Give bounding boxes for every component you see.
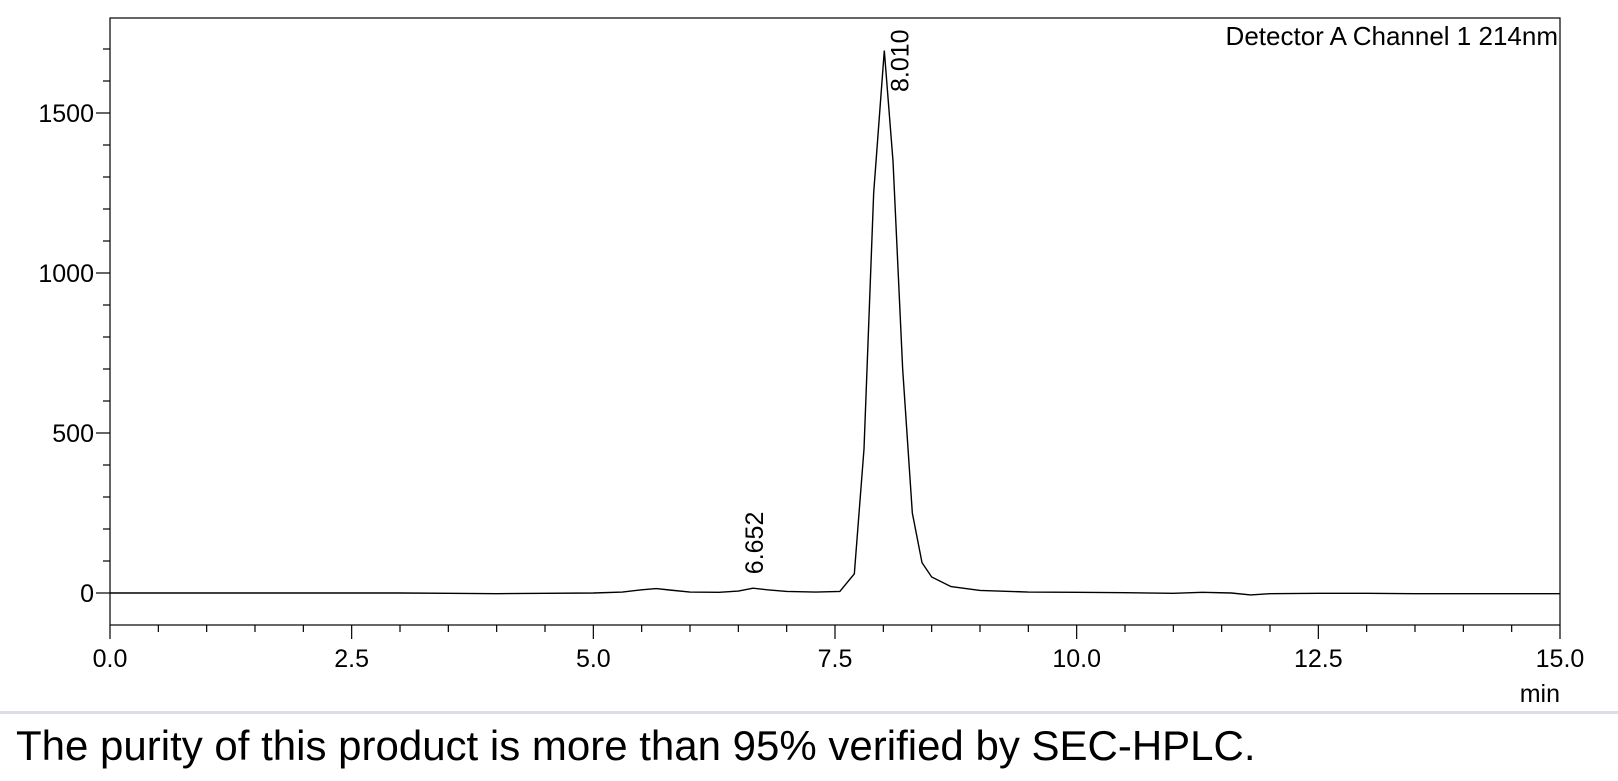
x-axis: 0.0 2.5 5.0 7.5 10.0 12.5 15.0 bbox=[93, 625, 1585, 673]
peak-labels: 6.652 8.010 bbox=[741, 29, 914, 574]
y-axis: 0 500 1000 1500 bbox=[38, 48, 110, 608]
peak-label: 8.010 bbox=[886, 29, 914, 92]
x-tick-label: 15.0 bbox=[1536, 645, 1585, 673]
y-tick-label: 0 bbox=[80, 580, 94, 608]
y-tick-label: 1500 bbox=[38, 100, 94, 128]
peak-label: 6.652 bbox=[741, 512, 769, 575]
y-tick-label: 500 bbox=[52, 420, 94, 448]
x-tick-label: 10.0 bbox=[1052, 645, 1101, 673]
x-tick-label: 12.5 bbox=[1294, 645, 1343, 673]
x-tick-label: 7.5 bbox=[818, 645, 853, 673]
y-tick-label: 1000 bbox=[38, 260, 94, 288]
plot-frame bbox=[109, 17, 1561, 626]
chromatogram-chart: 0 500 1000 1500 0.0 2.5 5.0 7.5 10.0 12.5 15.0 6.… bbox=[38, 17, 1585, 708]
caption-divider bbox=[0, 711, 1618, 714]
detector-label: Detector A Channel 1 214nm bbox=[1226, 21, 1558, 51]
x-tick-label: 5.0 bbox=[576, 645, 611, 673]
x-tick-label: 0.0 bbox=[93, 645, 128, 673]
x-unit-label: min bbox=[1520, 680, 1560, 708]
chromatogram-trace bbox=[110, 50, 1560, 596]
caption-text: The purity of this product is more than … bbox=[16, 722, 1256, 769]
x-tick-label: 2.5 bbox=[334, 645, 369, 673]
